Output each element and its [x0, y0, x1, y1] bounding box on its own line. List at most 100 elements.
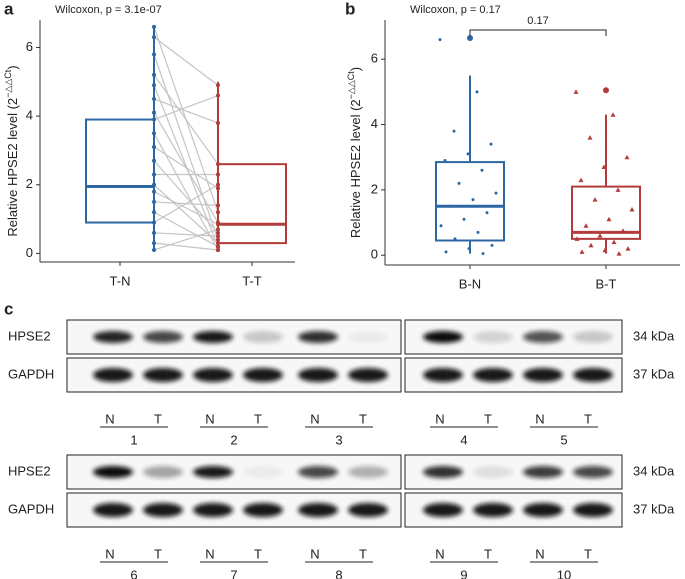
point — [152, 52, 156, 57]
annotation: Wilcoxon, p = 0.17 — [410, 4, 501, 16]
point — [152, 230, 156, 235]
point — [480, 168, 484, 172]
lane-label: N — [105, 546, 114, 561]
point — [597, 233, 603, 238]
point — [152, 35, 156, 40]
band — [573, 331, 613, 343]
size-label: 34 kDa — [633, 328, 675, 343]
y-axis-label-sup: −△△Ct — [3, 69, 13, 98]
pair-line — [153, 184, 219, 224]
y-tick-label: 6 — [26, 39, 33, 54]
point — [620, 228, 626, 233]
band — [573, 503, 613, 517]
band — [243, 503, 283, 517]
y-axis-label: Relative HPSE2 level (2−△△Ct) — [346, 67, 363, 238]
size-label: 34 kDa — [633, 463, 675, 478]
band — [473, 466, 513, 478]
band — [143, 331, 183, 343]
band — [298, 331, 338, 343]
point — [152, 24, 156, 29]
bracket — [469, 29, 607, 36]
point — [466, 152, 470, 156]
band — [348, 466, 388, 478]
point — [216, 186, 220, 191]
band — [423, 503, 463, 517]
group-number: 8 — [335, 567, 342, 579]
pair-line — [153, 160, 219, 234]
box — [217, 163, 287, 245]
band — [143, 466, 183, 478]
band — [298, 368, 338, 382]
point — [152, 72, 156, 77]
point — [216, 210, 220, 215]
point — [216, 244, 220, 249]
y-axis-label-end: ) — [5, 65, 20, 69]
point — [152, 220, 156, 225]
outlier — [603, 87, 609, 94]
band — [423, 466, 463, 478]
point — [611, 239, 617, 245]
y-tick-label: 0 — [371, 247, 378, 262]
point — [457, 181, 461, 185]
y-tick-label: 4 — [371, 116, 378, 131]
band — [93, 331, 133, 343]
point — [216, 230, 220, 235]
band — [143, 368, 183, 382]
point — [587, 135, 593, 140]
y-axis-label-main: Relative HPSE2 level (2 — [5, 98, 20, 237]
band — [348, 503, 388, 517]
point — [629, 206, 635, 212]
y-tick-label: 4 — [26, 108, 33, 123]
box — [435, 161, 505, 242]
point — [152, 117, 156, 122]
point — [439, 224, 443, 228]
pair-line — [153, 211, 219, 248]
point — [216, 247, 220, 252]
bracket-label: 0.17 — [527, 15, 548, 27]
point — [462, 217, 466, 221]
lane-label: N — [105, 411, 114, 426]
panel-label: b — [345, 0, 355, 18]
band — [348, 331, 388, 343]
pair-line — [153, 74, 219, 165]
band — [243, 368, 283, 382]
band — [193, 331, 233, 343]
box — [571, 185, 641, 240]
point — [579, 249, 585, 254]
lane-label: T — [359, 411, 367, 426]
lane-label: T — [359, 546, 367, 561]
point — [490, 243, 494, 247]
point — [152, 247, 156, 252]
band — [93, 466, 133, 478]
point — [216, 237, 220, 242]
lane-label: N — [205, 546, 214, 561]
band — [298, 466, 338, 478]
y-tick-label: 0 — [26, 245, 33, 260]
point — [574, 236, 580, 241]
x-tick-label: B-N — [459, 276, 481, 291]
point — [152, 131, 156, 136]
band — [423, 331, 463, 343]
band — [243, 331, 283, 343]
point — [485, 211, 489, 215]
point — [573, 89, 579, 94]
point — [438, 38, 442, 42]
lane-label: N — [310, 546, 319, 561]
point — [624, 154, 630, 160]
x-tick-label: T-N — [110, 273, 131, 288]
point — [592, 197, 598, 202]
point — [216, 234, 220, 239]
group-number: 10 — [557, 567, 571, 579]
point — [489, 142, 493, 146]
panel-label: c — [4, 299, 13, 318]
point — [152, 145, 156, 150]
band — [193, 503, 233, 517]
band — [473, 368, 513, 382]
lane-label: T — [484, 411, 492, 426]
band — [523, 503, 563, 517]
point — [453, 237, 457, 241]
point — [216, 83, 220, 88]
lane-label: T — [154, 546, 162, 561]
lane-label: N — [310, 411, 319, 426]
lane-label: N — [205, 411, 214, 426]
